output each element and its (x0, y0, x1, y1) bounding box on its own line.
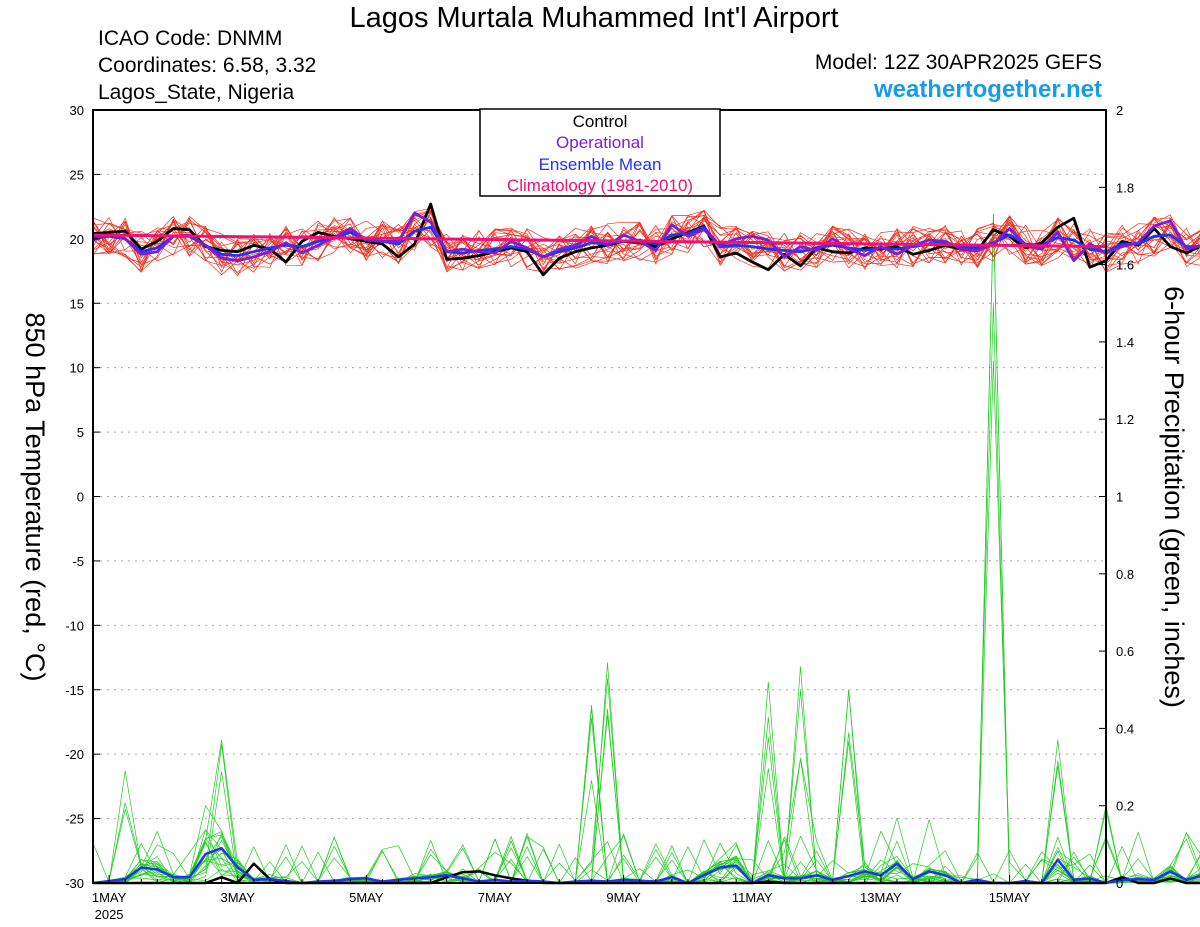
legend-operational: Operational (556, 133, 644, 152)
page-title: Lagos Murtala Muhammed Int'l Airport (349, 2, 839, 34)
x-tick-label: 5MAY (349, 890, 384, 905)
x-tick-label: 9MAY (606, 890, 641, 905)
icao-code: ICAO Code: DNMM (98, 27, 283, 50)
legend-climatology: Climatology (1981-2010) (507, 176, 693, 195)
mean-temp-line (92, 225, 1200, 259)
left-tick-label: -10 (65, 618, 84, 633)
member-precip-line (92, 678, 1200, 884)
member-precip-line (92, 214, 1200, 884)
member-temp-line (92, 210, 1200, 277)
member-precip-line (92, 732, 1200, 884)
right-tick-label: 0.4 (1116, 721, 1134, 736)
location: Lagos_State, Nigeria (98, 81, 295, 104)
x-tick-label: 3MAY (220, 890, 255, 905)
right-tick-label: 0.8 (1116, 567, 1134, 582)
member-precip-line (92, 737, 1200, 884)
left-tick-label: 25 (70, 167, 84, 182)
x-tick-label: 1MAY (92, 890, 127, 905)
member-precip-lines (92, 214, 1200, 884)
left-tick-label: -30 (65, 876, 84, 891)
left-tick-label: -20 (65, 747, 84, 762)
legend-ensemble-mean: Ensemble Mean (539, 155, 662, 174)
grid-lines (93, 173, 1106, 820)
x-tick-label: 15MAY (989, 890, 1031, 905)
member-precip-line (92, 704, 1200, 884)
member-precip-line (92, 690, 1200, 884)
member-precip-line (92, 302, 1200, 884)
left-tick-label: 15 (70, 296, 84, 311)
right-tick-label: 1.8 (1116, 180, 1134, 195)
left-axis-label: 850 hPa Temperature (red, °C) (20, 313, 50, 682)
control-temp-line (92, 202, 1200, 277)
member-precip-line (92, 741, 1200, 884)
right-tick-label: 1.4 (1116, 335, 1134, 350)
legend-control: Control (573, 112, 628, 131)
x-tick-label: 7MAY (478, 890, 513, 905)
model-run: Model: 12Z 30APR2025 GEFS (814, 51, 1102, 74)
right-tick-label: 1.6 (1116, 258, 1134, 273)
member-precip-line (92, 708, 1200, 884)
left-tick-label: -15 (65, 683, 84, 698)
x-tick-label: 13MAY (860, 890, 902, 905)
left-tick-label: -5 (72, 554, 84, 569)
left-tick-label: 20 (70, 232, 84, 247)
right-tick-label: 2 (1116, 103, 1123, 118)
legend: Control Operational Ensemble Mean Climat… (479, 108, 721, 197)
left-tick-label: -25 (65, 812, 84, 827)
member-precip-line (92, 690, 1200, 884)
coordinates: Coordinates: 6.58, 3.32 (98, 54, 317, 77)
right-axis-label: 6-hour Precipitation (green, inches) (1159, 286, 1189, 708)
member-precip-line (92, 689, 1200, 884)
right-tick-label: 0.2 (1116, 799, 1134, 814)
member-precip-line (92, 708, 1200, 884)
left-tick-label: 10 (70, 361, 84, 376)
right-tick-label: 1 (1116, 490, 1123, 505)
member-precip-line (92, 681, 1200, 884)
left-tick-label: 30 (70, 103, 84, 118)
left-tick-label: 0 (77, 490, 84, 505)
member-temp-line (92, 209, 1200, 270)
climatology-line (92, 233, 1107, 249)
right-tick-label: 0.6 (1116, 644, 1134, 659)
legend-box (479, 108, 721, 197)
right-tick-label: 1.2 (1116, 412, 1134, 427)
axis-ticks: 302520151050-5-10-15-20-25-3021.81.61.41… (65, 103, 1134, 922)
member-temp-line (92, 207, 1200, 273)
left-tick-label: 5 (77, 425, 84, 440)
mean-precip-line (92, 846, 1200, 885)
right-tick-label: 0 (1116, 876, 1123, 891)
member-temp-line (92, 216, 1200, 269)
series-lines (92, 202, 1200, 885)
x-tick-sublabel: 2025 (95, 907, 124, 922)
member-precip-line (92, 666, 1200, 884)
member-precip-line (92, 214, 1200, 884)
member-precip-line (92, 360, 1200, 884)
x-tick-label: 11MAY (732, 890, 773, 905)
member-temp-line (92, 212, 1200, 271)
site-link[interactable]: weathertogether.net (873, 76, 1102, 103)
